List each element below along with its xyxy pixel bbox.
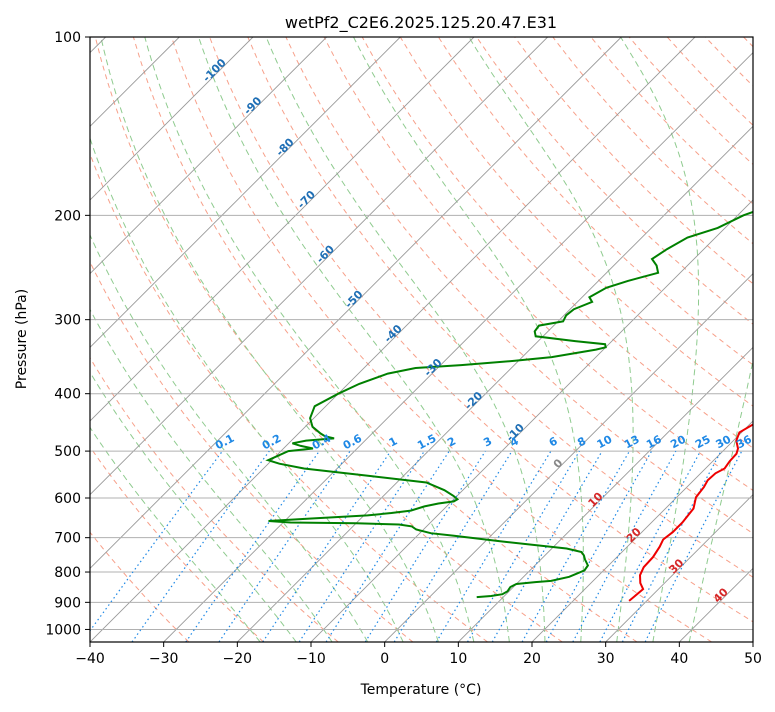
y-tick-label: 1000 <box>45 622 81 638</box>
x-tick-label: −10 <box>296 651 326 667</box>
x-tick-label: −30 <box>149 651 179 667</box>
y-tick-label: 800 <box>54 565 81 581</box>
y-tick-label: 300 <box>54 313 81 329</box>
x-axis-label: Temperature (°C) <box>360 682 482 698</box>
x-tick-label: 10 <box>449 651 467 667</box>
x-tick-label: 20 <box>523 651 541 667</box>
y-tick-label: 400 <box>54 387 81 403</box>
y-tick-label: 600 <box>54 491 81 507</box>
y-tick-label: 700 <box>54 531 81 547</box>
y-tick-label: 900 <box>54 595 81 611</box>
x-tick-label: −20 <box>223 651 253 667</box>
y-axis-label: Pressure (hPa) <box>14 289 30 389</box>
x-tick-label: 30 <box>597 651 615 667</box>
x-tick-label: 50 <box>744 651 762 667</box>
x-tick-label: −40 <box>75 651 105 667</box>
x-tick-label: 40 <box>670 651 688 667</box>
x-tick-label: 0 <box>380 651 389 667</box>
y-tick-label: 100 <box>54 30 81 46</box>
y-tick-label: 200 <box>54 208 81 224</box>
y-tick-label: 500 <box>54 444 81 460</box>
chart-title: wetPf2_C2E6.2025.125.20.47.E31 <box>285 13 557 33</box>
